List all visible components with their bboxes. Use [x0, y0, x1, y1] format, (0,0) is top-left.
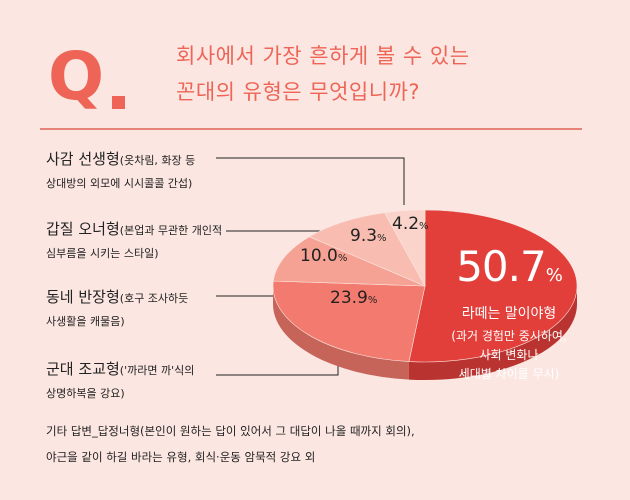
slice-sagam: [384, 209, 426, 287]
category-gundae-desc-2: 상명하복을 강요): [46, 387, 125, 400]
slice-latte-side: [408, 286, 577, 380]
value-label-gundae-number: 23.9: [330, 288, 368, 308]
question-text: 회사에서 가장 흔하게 볼 수 있는 꼰대의 유형은 무엇입니까?: [176, 38, 470, 110]
callout-title: 라떼는 말이야형: [461, 306, 557, 322]
value-label-gundae: 23.9%: [330, 288, 377, 308]
footnote-line-2: 야근을 같이 하길 바라는 유형, 회식·운동 암묵적 강요 외: [46, 450, 316, 464]
pie-side: [273, 286, 577, 380]
category-gundae-desc: ('까라면 까'식의: [119, 364, 195, 377]
value-label-dongne-number: 10.0: [300, 246, 338, 266]
q-dot: [112, 96, 125, 109]
category-gapjil-desc: (본업과 무관한 개인적: [119, 224, 223, 237]
value-label-dongne-unit: %: [337, 253, 348, 264]
value-label-gapjil-number: 9.3: [350, 226, 378, 246]
value-label-dongne: 10.0%: [300, 246, 347, 266]
callout-desc-2: 사회 변화나: [479, 348, 539, 362]
value-label-gundae-unit: %: [367, 295, 378, 306]
category-sagam-desc: (옷차림, 화장 등: [119, 154, 196, 167]
category-dongne-desc-2: 사생활을 캐물음): [46, 315, 125, 328]
callout-desc-3: 세대별 차이를 무시): [458, 367, 560, 381]
question-line-2: 꼰대의 유형은 무엇입니까?: [176, 80, 421, 104]
callout-unit: %: [545, 265, 563, 286]
divider-rule: [40, 128, 582, 130]
slice-gundae-side: [273, 286, 409, 380]
category-gapjil: 갑질 오너형(본업과 무관한 개인적 심부름을 시키는 스타일): [46, 218, 222, 261]
category-sagam-name: 사감 선생형: [46, 150, 120, 168]
category-dongne: 동네 반장형(호구 조사하듯 사생활을 캐물음): [46, 286, 188, 329]
footnote-line-1: 기타 답변_답정너형(본인이 원하는 답이 있어서 그 대답이 나올 때까지 회…: [46, 424, 415, 438]
leader-line-sagam: [216, 157, 405, 205]
category-gapjil-name: 갑질 오너형: [46, 220, 120, 238]
question-line-1: 회사에서 가장 흔하게 볼 수 있는: [176, 44, 470, 68]
callout-desc: (과거 경험만 중시하여, 사회 변화나 세대별 차이를 무시): [436, 327, 582, 384]
callout-percent: 50.7%: [436, 242, 582, 301]
category-gapjil-desc-2: 심부름을 시키는 스타일): [46, 247, 159, 260]
slice-latte: [408, 209, 578, 363]
value-label-gapjil: 9.3%: [350, 226, 387, 246]
category-gundae-name: 군대 조교형: [46, 360, 120, 378]
slice-dongne: [272, 236, 426, 287]
category-dongne-desc: (호구 조사하듯: [119, 292, 189, 305]
main-slice-callout: 50.7% 라떼는 말이야형 (과거 경험만 중시하여, 사회 변화나 세대별 …: [436, 242, 582, 384]
q-letter: Q: [48, 38, 104, 115]
pie-top: [272, 209, 578, 363]
category-sagam-desc-2: 상대방의 외모에 시시콜콜 간섭): [46, 177, 193, 190]
footnote: 기타 답변_답정너형(본인이 원하는 답이 있어서 그 대답이 나올 때까지 회…: [46, 418, 415, 470]
value-label-sagam-number: 4.2: [392, 214, 420, 234]
value-label-sagam: 4.2%: [392, 214, 429, 234]
callout-desc-1: (과거 경험만 중시하여,: [451, 329, 567, 343]
slice-gapjil: [308, 212, 426, 287]
category-gundae: 군대 조교형('까라면 까'식의 상명하복을 강요): [46, 358, 194, 401]
value-label-gapjil-unit: %: [377, 233, 387, 244]
callout-value: 50.7: [456, 242, 547, 291]
value-label-sagam-unit: %: [419, 221, 429, 232]
category-dongne-name: 동네 반장형: [46, 288, 120, 306]
slice-gundae: [272, 280, 426, 362]
category-sagam: 사감 선생형(옷차림, 화장 등 상대방의 외모에 시시콜콜 간섭): [46, 148, 195, 191]
